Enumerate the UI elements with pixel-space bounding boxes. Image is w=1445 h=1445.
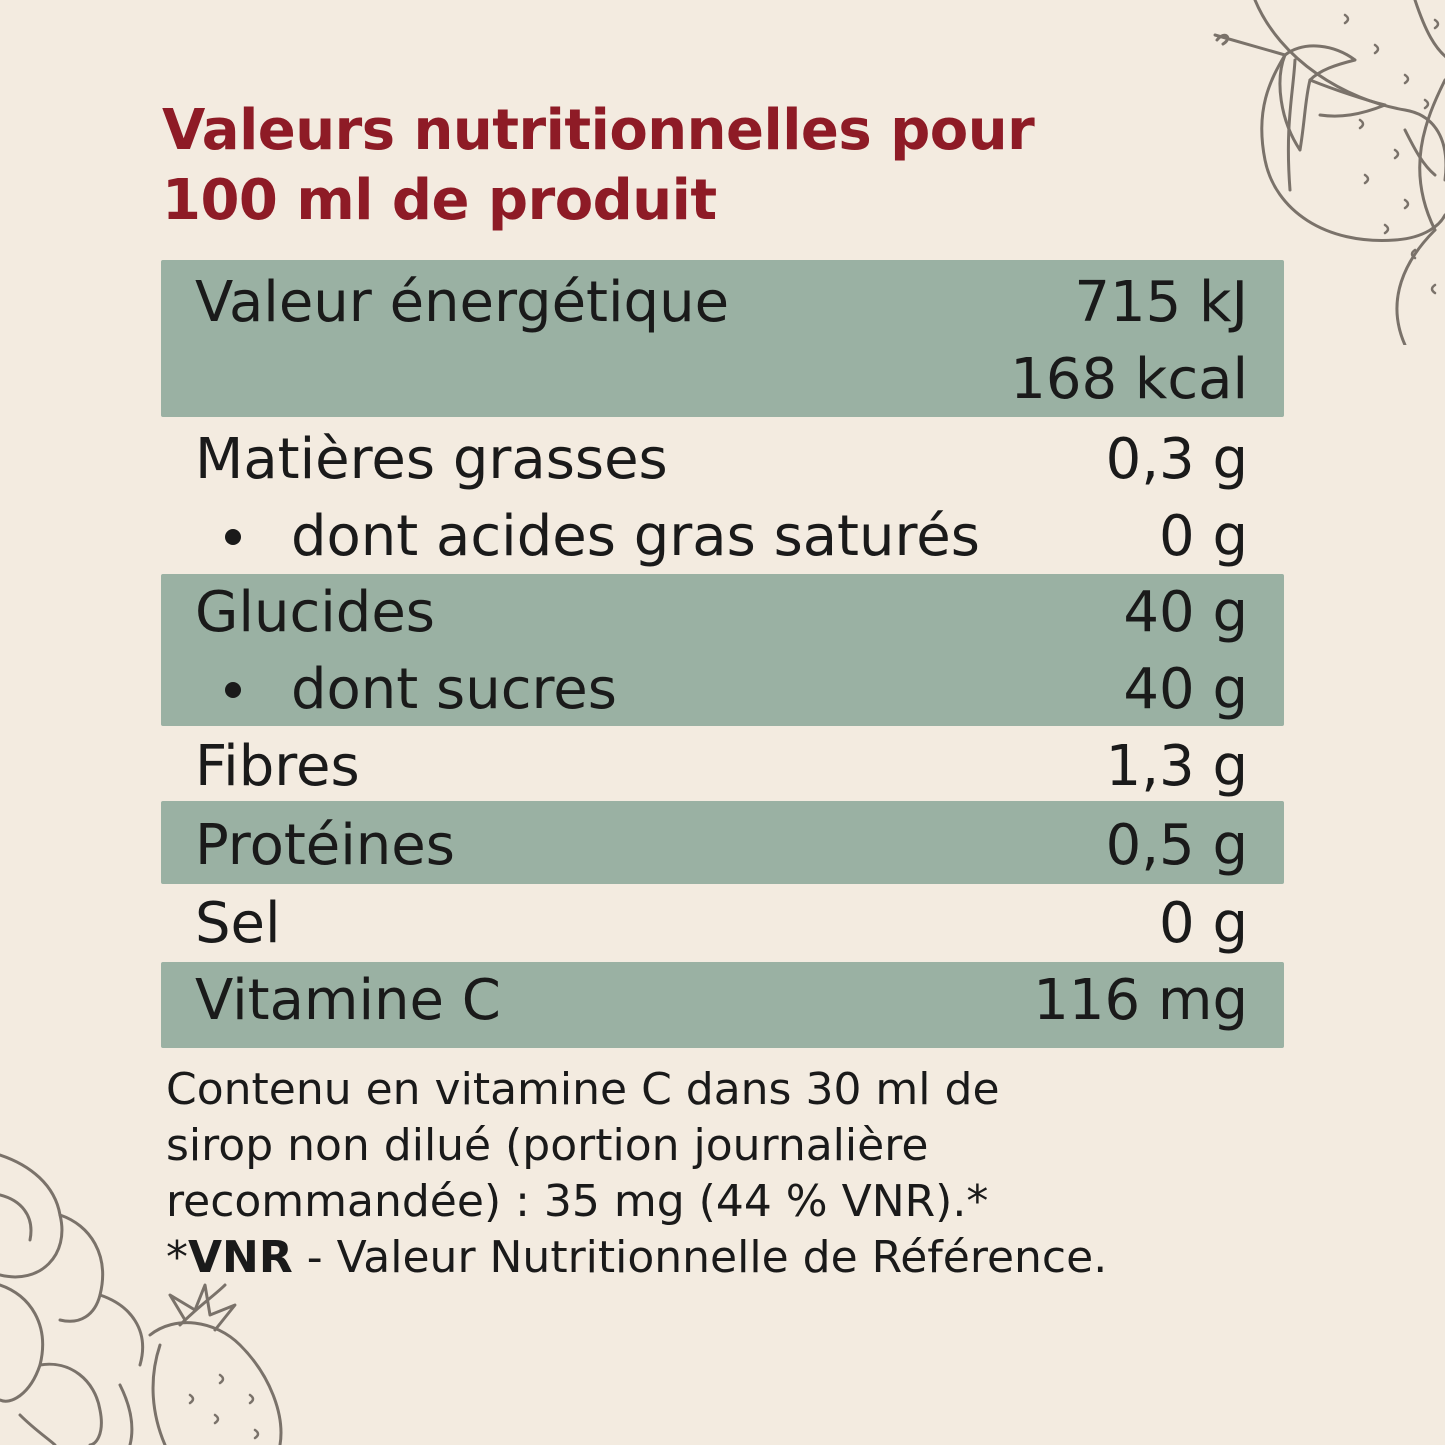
row-label: Protéines <box>195 812 455 878</box>
row-value: 40 g <box>1123 657 1248 722</box>
title-line-1: Valeurs nutritionnelles pour <box>162 98 1035 163</box>
row-value: 0,5 g <box>1105 812 1248 878</box>
row-vitamin-c: Vitamine C 116 mg <box>161 962 1284 1048</box>
row-value: 715 kJ <box>1074 270 1248 335</box>
row-value: 1,3 g <box>1105 733 1248 799</box>
footnote-abbreviation: VNR <box>188 1232 293 1283</box>
row-label: Sel <box>195 890 281 956</box>
bullet-dot-icon <box>225 681 241 698</box>
row-carbs-group: Glucides 40 g dont sucres 40 g <box>161 574 1284 726</box>
row-value: 116 mg <box>1033 967 1248 1033</box>
row-label: Glucides <box>195 580 435 645</box>
row-label: Matières grasses <box>195 427 668 492</box>
row-value: 40 g <box>1123 580 1248 645</box>
row-value: 0,3 g <box>1105 427 1248 492</box>
row-label: Fibres <box>195 733 360 799</box>
row-label: Valeur énergétique <box>195 270 730 335</box>
row-energy: Valeur énergétique 715 kJ 168 kcal <box>161 260 1284 417</box>
row-salt: Sel 0 g <box>161 884 1284 962</box>
nutrition-table: Valeur énergétique 715 kJ 168 kcal Matiè… <box>161 260 1284 1048</box>
row-sublabel: dont sucres <box>291 657 617 722</box>
footnote-asterisk: * <box>166 1232 188 1283</box>
footnote-definition-text: - Valeur Nutritionnelle de Référence. <box>292 1232 1108 1283</box>
bullet-dot-icon <box>225 528 241 545</box>
footnote-line: Contenu en vitamine C dans 30 ml de <box>166 1064 1000 1115</box>
row-proteins: Protéines 0,5 g <box>161 801 1284 884</box>
row-value-secondary: 168 kcal <box>1010 347 1248 412</box>
row-value: 0 g <box>1159 890 1248 956</box>
row-value: 0 g <box>1159 504 1248 569</box>
title-line-2: 100 ml de produit <box>162 168 717 233</box>
footnote-definition: *VNR - Valeur Nutritionnelle de Référenc… <box>166 1230 1286 1286</box>
row-fibres: Fibres 1,3 g <box>161 726 1284 801</box>
row-label: Vitamine C <box>195 967 501 1033</box>
row-fat-group: Matières grasses 0,3 g dont acides gras … <box>161 417 1284 574</box>
row-sublabel: dont acides gras saturés <box>291 504 980 569</box>
footnote-line: recommandée) : 35 mg (44 % VNR).* <box>166 1176 989 1227</box>
footnote-line: sirop non dilué (portion journalière <box>166 1120 929 1171</box>
page-title: Valeurs nutritionnelles pour 100 ml de p… <box>162 96 1162 236</box>
footnote: Contenu en vitamine C dans 30 ml de siro… <box>166 1062 1286 1286</box>
